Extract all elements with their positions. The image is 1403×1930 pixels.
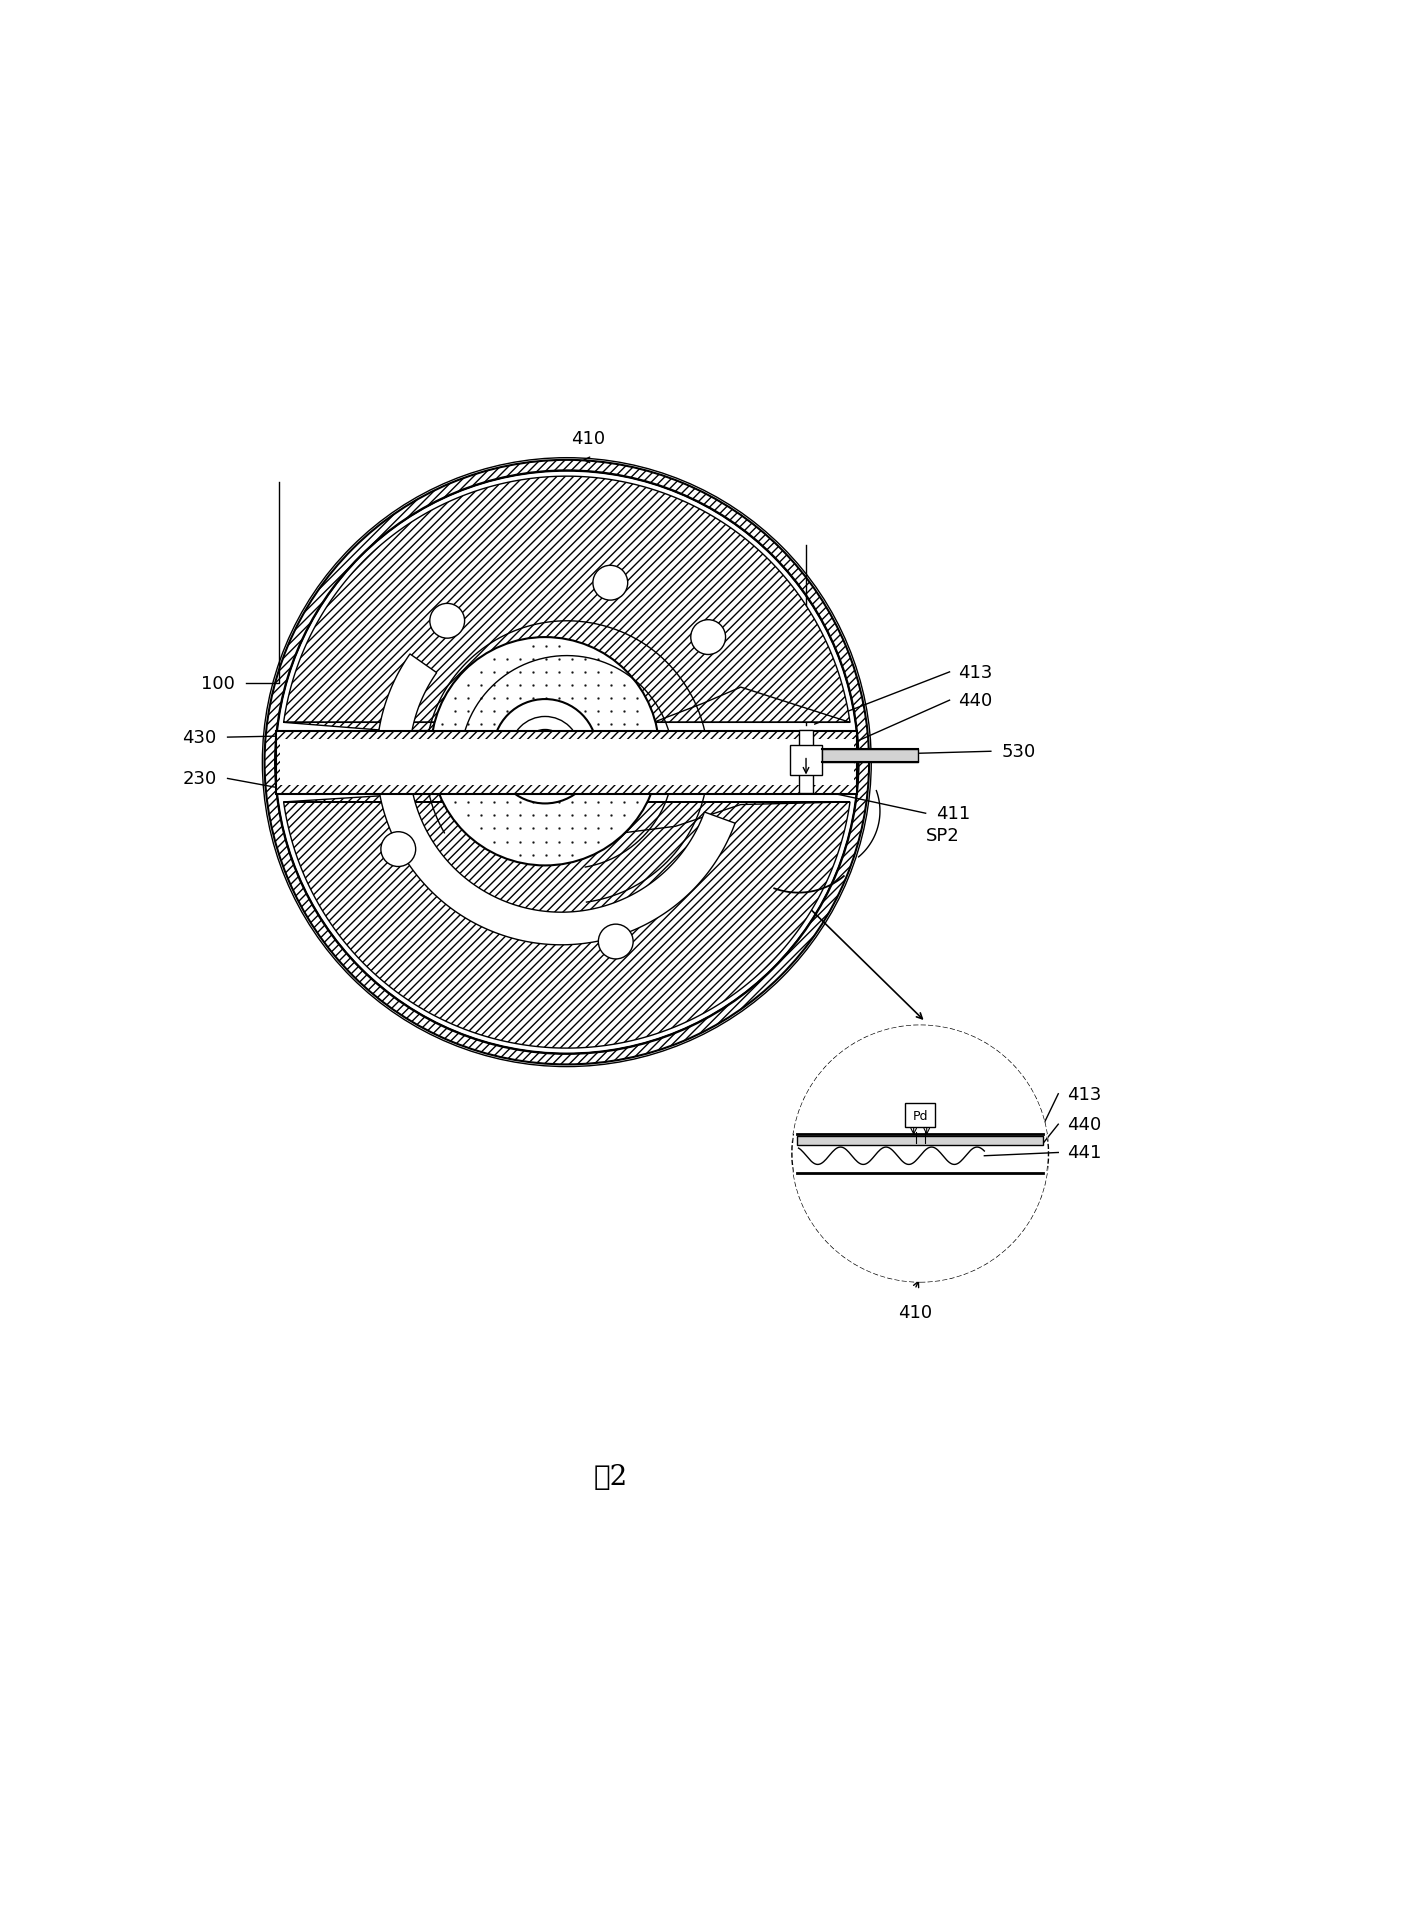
Polygon shape: [376, 654, 735, 946]
Text: 图2: 图2: [593, 1463, 627, 1490]
Text: 100: 100: [201, 674, 236, 693]
Circle shape: [276, 473, 857, 1054]
Text: SP2: SP2: [926, 826, 960, 845]
Bar: [905, 1104, 936, 1127]
Polygon shape: [793, 1025, 1048, 1143]
Circle shape: [511, 718, 579, 787]
Circle shape: [275, 471, 859, 1054]
Polygon shape: [793, 1166, 1048, 1282]
Circle shape: [431, 637, 659, 867]
Circle shape: [690, 620, 725, 654]
Text: 440: 440: [958, 691, 992, 710]
Text: 413: 413: [1066, 1085, 1101, 1104]
Polygon shape: [283, 795, 850, 1048]
Text: 413: 413: [958, 664, 993, 681]
Circle shape: [429, 604, 464, 639]
Bar: [279, 739, 854, 786]
Text: 430: 430: [182, 730, 216, 747]
Text: 410: 410: [571, 430, 606, 448]
Circle shape: [523, 730, 567, 774]
Bar: [822, 749, 918, 762]
Bar: [276, 731, 857, 795]
Text: 440: 440: [1066, 1116, 1101, 1133]
Circle shape: [492, 701, 598, 805]
Text: 441: 441: [1066, 1144, 1101, 1162]
Text: 411: 411: [937, 805, 971, 822]
Text: 530: 530: [1002, 743, 1035, 760]
Text: 410: 410: [898, 1303, 932, 1320]
Text: Pd: Pd: [912, 1110, 927, 1121]
Text: 230: 230: [182, 770, 216, 787]
Circle shape: [380, 832, 415, 867]
Circle shape: [593, 565, 627, 600]
Bar: [800, 730, 812, 793]
Circle shape: [598, 924, 633, 959]
Polygon shape: [283, 477, 850, 731]
Bar: [790, 745, 822, 776]
Bar: [797, 1137, 1042, 1146]
